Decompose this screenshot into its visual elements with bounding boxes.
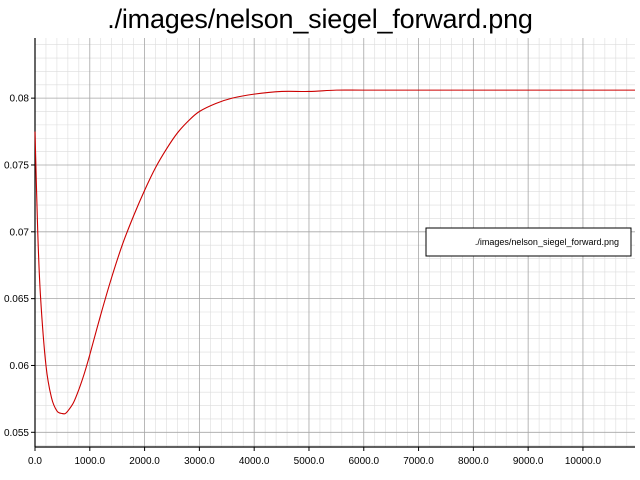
legend-box: [425, 227, 632, 257]
x-tick-label: 5000.0: [294, 456, 325, 467]
x-tick-label: 7000.0: [403, 456, 434, 467]
legend: ./images/nelson_siegel_forward.png: [425, 227, 632, 257]
x-tick-label: 3000.0: [184, 456, 215, 467]
x-tick-label: 2000.0: [129, 456, 160, 467]
legend-entry-label: ./images/nelson_siegel_forward.png: [475, 237, 619, 247]
y-tick-label: 0.075: [4, 160, 29, 171]
axes: [31, 38, 635, 451]
x-tick-label: 10000.0: [565, 456, 602, 467]
x-tick-label: 4000.0: [239, 456, 270, 467]
y-tick-label: 0.07: [10, 227, 30, 238]
x-tick-label: 1000.0: [74, 456, 105, 467]
series-line-0: [34, 89, 635, 415]
x-tick-label: 6000.0: [348, 456, 379, 467]
x-tick-label: 9000.0: [513, 456, 544, 467]
y-tick-label: 0.06: [10, 361, 30, 372]
series-lines: [34, 89, 635, 415]
y-tick-label: 0.08: [10, 94, 30, 105]
x-tick-label: 8000.0: [458, 456, 489, 467]
minor-grid: [35, 38, 635, 447]
y-tick-label: 0.055: [4, 428, 29, 439]
tick-labels: 0.0 1000.0 2000.0 3000.0 4000.0 5000.0 6000.0 7…: [4, 94, 601, 467]
chart-title: ./images/nelson_siegel_forward.png: [107, 4, 533, 34]
y-tick-label: 0.065: [4, 294, 29, 305]
x-tick-label: 0.0: [28, 456, 42, 467]
